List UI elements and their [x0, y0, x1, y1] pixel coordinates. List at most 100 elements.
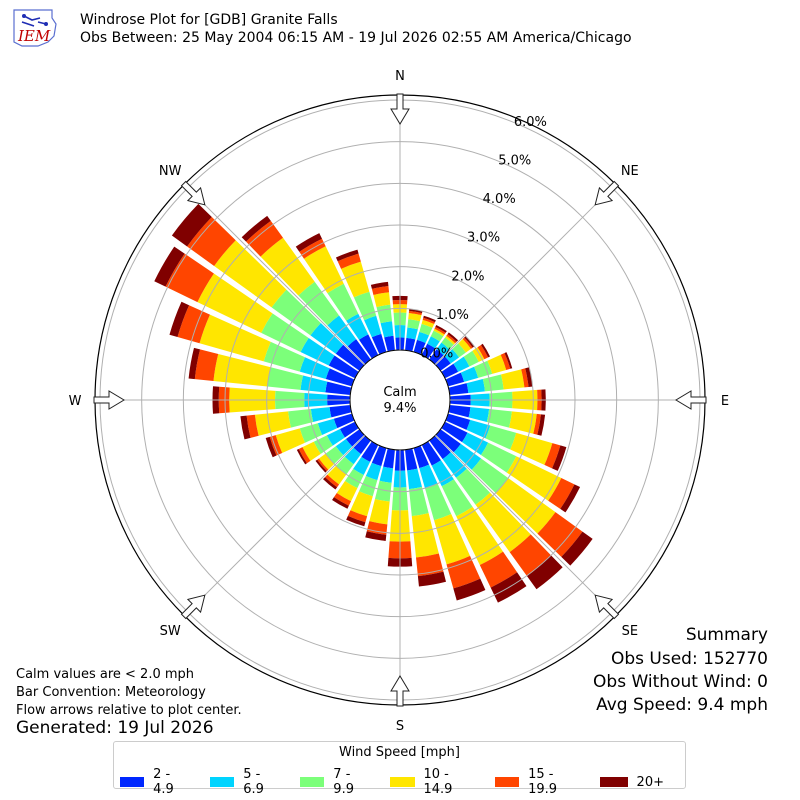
windrose-bar	[267, 367, 304, 390]
windrose-bar	[409, 308, 423, 314]
windrose-bar	[462, 432, 489, 456]
windrose-bar	[458, 339, 471, 353]
windrose-bar	[509, 534, 552, 576]
legend-swatch	[599, 777, 628, 787]
compass-label-n: N	[395, 69, 405, 84]
windrose-bar	[329, 405, 352, 418]
windrose-bar	[419, 464, 438, 489]
iem-logo: IEM	[13, 9, 57, 47]
windrose-bar	[548, 477, 575, 509]
windrose-bar	[177, 305, 210, 344]
windrose-bar	[485, 425, 517, 450]
windrose-bar	[299, 357, 330, 380]
windrose-bar	[464, 336, 475, 348]
windrose-bar	[246, 414, 259, 438]
windrose-bar	[442, 452, 467, 478]
logo-text: IEM	[17, 27, 51, 45]
windrose-bar	[537, 414, 546, 436]
radial-tick-labels: 0.0% 1.0% 2.0% 3.0% 4.0% 5.0% 6.0%	[420, 115, 547, 362]
generated-date: Generated: 19 Jul 2026	[16, 718, 214, 738]
windrose-bar	[373, 292, 391, 308]
flow-arrow	[594, 594, 620, 620]
compass-spoke	[435, 435, 617, 617]
legend-item: 20+	[599, 774, 664, 790]
windrose-bar	[436, 342, 450, 356]
windrose-bar	[405, 448, 418, 471]
windrose-bar	[302, 441, 321, 461]
legend-item: 5 - 6.9	[210, 767, 279, 797]
windrose-bar	[366, 521, 388, 535]
windrose-bar	[417, 571, 446, 587]
windrose-bar	[194, 349, 219, 382]
compass-spoke	[435, 183, 617, 365]
legend-label: 5 - 6.9	[243, 767, 264, 797]
windrose-bar	[544, 443, 561, 469]
windrose-bar	[169, 301, 190, 338]
windrose-bar	[336, 456, 354, 475]
windrose-bar	[328, 355, 359, 379]
windrose-bar	[421, 343, 436, 359]
windrose-bar	[471, 458, 509, 493]
legend-label: 20+	[636, 774, 664, 790]
windrose-bar	[379, 466, 394, 483]
windrose-bar	[525, 367, 533, 387]
flow-arrow	[180, 594, 206, 620]
windrose-bar	[333, 413, 355, 429]
windrose-bar	[419, 323, 433, 336]
chart-subtitle: Obs Between: 25 May 2004 06:15 AM - 19 J…	[80, 30, 632, 46]
windrose-bar	[260, 237, 315, 296]
legend-item: 15 - 19.9	[494, 767, 579, 797]
windrose-bar	[431, 460, 454, 487]
windrose-bar	[429, 435, 451, 460]
windrose-bar	[433, 328, 445, 337]
windrose-bar	[448, 405, 471, 418]
windrose-bar	[325, 368, 355, 387]
windrose-bar	[365, 531, 387, 541]
windrose-bar	[408, 310, 422, 316]
windrose-bar	[533, 413, 541, 435]
legend-swatch	[494, 777, 520, 787]
windrose-bar	[346, 313, 369, 340]
radial-tick-label: 0.0%	[420, 347, 453, 362]
windrose-bar	[463, 350, 479, 367]
windrose-bar	[453, 356, 470, 372]
legend-swatch	[120, 777, 145, 787]
legend: Wind Speed [mph] 2 - 4.9 5 - 6.9 7 - 9.9 10…	[113, 741, 686, 797]
windrose-bar	[422, 317, 436, 324]
windrose-bar	[445, 413, 471, 430]
windrose-bar	[335, 344, 365, 371]
windrose-bar	[446, 334, 457, 344]
windrose-bar	[214, 240, 287, 308]
windrose-bar	[317, 418, 338, 436]
windrose-bar	[188, 347, 201, 380]
windrose-bar	[298, 447, 311, 464]
windrose-bar	[441, 479, 473, 517]
windrose-bar	[380, 321, 394, 338]
windrose-bar	[371, 445, 387, 467]
windrose-bar	[303, 246, 344, 294]
windrose-bar	[424, 483, 452, 521]
radial-tick-label: 3.0%	[467, 231, 500, 246]
windrose-bar	[359, 334, 379, 359]
windrose-bar	[500, 369, 525, 390]
windrose-bar	[313, 435, 333, 454]
compass-label-sw: SW	[160, 624, 181, 639]
windrose-bar	[345, 429, 365, 447]
legend-item: 2 - 4.9	[120, 767, 189, 797]
windrose-bar	[429, 349, 444, 365]
windrose-bar	[315, 459, 327, 473]
windrose-bar	[325, 474, 340, 488]
windrose-bar	[246, 220, 284, 257]
windrose-bar	[552, 445, 567, 471]
windrose-bar	[353, 456, 371, 476]
windrose-bar	[353, 435, 371, 455]
summary-obs-without-wind: Obs Without Wind: 0	[593, 672, 768, 692]
windrose-bar	[526, 555, 563, 590]
flow-arrows	[93, 93, 707, 707]
windrose-bar	[364, 315, 382, 338]
windrose-bar	[197, 273, 273, 333]
windrose-bar	[411, 513, 439, 558]
calm-label: Calm	[383, 385, 416, 400]
legend-swatch	[390, 777, 415, 787]
compass-labels: N NE E SE S SW W NW	[69, 69, 730, 730]
